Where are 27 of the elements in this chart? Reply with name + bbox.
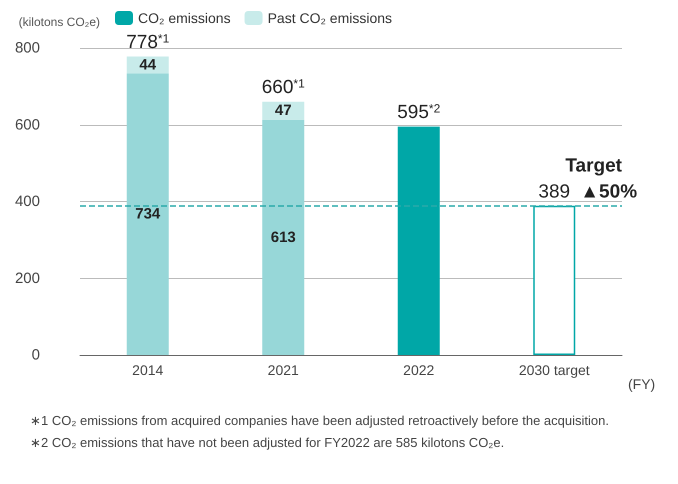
total-label: 389	[538, 182, 570, 203]
bar	[398, 126, 440, 355]
y-tick-label: 200	[14, 270, 40, 287]
y-tick-label: 600	[14, 116, 40, 134]
annotation: ▲50%	[580, 182, 638, 203]
y-tick-label: 0	[32, 346, 40, 364]
x-tick-label: 2030 target	[518, 362, 590, 378]
data-label: 44	[139, 56, 157, 74]
bar	[262, 102, 304, 120]
legend-label: CO₂ emissions	[138, 10, 231, 26]
data-label: 613	[270, 228, 296, 246]
y-axis-title: (kilotons CO₂e)	[18, 15, 100, 29]
text: ∗2 CO₂ emissions that have not been adjusted for FY2022 are 585 kilotons CO₂e.	[30, 434, 506, 452]
bar	[262, 120, 304, 355]
x-tick-label: 2022	[403, 362, 435, 378]
bar	[126, 73, 169, 355]
legend-label: Past CO₂ emissions	[268, 10, 392, 26]
data-label: 734	[135, 206, 161, 223]
text: ∗1 CO₂ emissions from acquired companies have been adjusted retroactively before the acquisition.	[30, 412, 610, 430]
data-label: 47	[274, 102, 292, 120]
y-tick-label: 800	[14, 40, 40, 56]
ref-line-label: Target	[565, 156, 623, 177]
bar	[533, 206, 576, 355]
x-axis-title: (FY)	[628, 376, 656, 392]
y-tick-label: 400	[14, 193, 40, 210]
x-tick-label: 2014	[132, 362, 164, 378]
x-tick-label: 2021	[268, 362, 300, 378]
